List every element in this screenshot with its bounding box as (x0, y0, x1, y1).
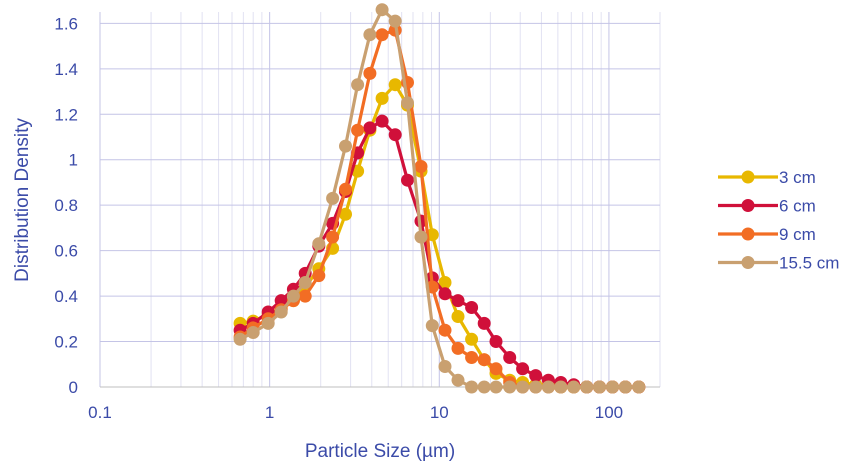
data-point (261, 316, 275, 330)
data-point (465, 301, 479, 314)
legend-label: 6 cm (779, 197, 816, 216)
data-point (606, 380, 619, 394)
series-3 (233, 3, 646, 394)
data-point (554, 380, 568, 394)
data-point (339, 207, 352, 221)
data-point (503, 380, 517, 394)
data-point (593, 380, 606, 394)
legend-item: 6 cm (718, 197, 816, 216)
x-tick-label: 1 (265, 403, 274, 422)
data-point (414, 230, 428, 244)
data-point (451, 294, 465, 308)
data-point (363, 28, 377, 42)
data-point (246, 326, 260, 339)
data-point (477, 380, 491, 394)
legend-marker (741, 227, 755, 241)
data-point (425, 319, 439, 333)
series-layer (233, 3, 646, 394)
data-point (632, 380, 646, 394)
tick-labels: 0 0.2 0.4 0.6 0.8 1 1.2 1.4 1.6 0.1 1 10 100 (54, 14, 623, 422)
y-tick-label: 1.2 (54, 105, 78, 124)
y-tick-label: 1.6 (54, 14, 78, 33)
data-point (388, 14, 402, 28)
y-tick-label: 0.4 (54, 287, 78, 306)
data-point (516, 362, 530, 376)
legend-marker (741, 256, 755, 269)
legend-item: 3 cm (718, 168, 816, 187)
data-point (298, 276, 312, 289)
data-point (438, 360, 452, 373)
data-point (326, 230, 340, 244)
y-axis-title: Distribution Density (12, 118, 33, 282)
data-point (326, 191, 340, 205)
data-point (233, 332, 247, 346)
data-point (363, 121, 377, 135)
data-point (351, 123, 365, 137)
data-point (438, 287, 452, 301)
data-point (286, 289, 300, 303)
data-point (489, 335, 503, 348)
data-point (401, 96, 414, 110)
x-tick-label: 0.1 (88, 403, 112, 422)
x-tick-label: 10 (430, 403, 449, 422)
data-point (465, 332, 479, 346)
data-point (580, 380, 594, 394)
data-point (465, 351, 479, 364)
data-point (375, 114, 389, 128)
data-point (274, 294, 288, 308)
data-point (451, 310, 465, 323)
data-point (477, 353, 491, 367)
legend-marker (741, 199, 755, 212)
data-point (401, 173, 414, 187)
data-point (489, 362, 503, 376)
legend-label: 9 cm (779, 225, 816, 244)
data-point (541, 380, 555, 394)
data-point (274, 305, 288, 319)
data-point (451, 341, 465, 355)
data-point (388, 78, 402, 92)
data-point (339, 182, 352, 196)
y-tick-label: 0 (69, 378, 78, 397)
data-point (414, 160, 428, 173)
data-point (529, 380, 543, 394)
data-point (451, 373, 465, 387)
data-point (312, 237, 326, 251)
data-point (363, 66, 377, 80)
data-point (351, 78, 365, 92)
data-point (298, 289, 312, 303)
y-tick-label: 0.2 (54, 333, 78, 352)
data-point (489, 380, 503, 394)
data-point (388, 128, 402, 142)
data-point (618, 380, 632, 394)
legend: 3 cm 6 cm 9 cm 15.5 cm (718, 168, 839, 273)
data-point (567, 380, 581, 394)
data-point (339, 139, 352, 153)
data-point (438, 323, 452, 337)
data-point (438, 276, 452, 289)
legend-label: 15.5 cm (779, 254, 839, 273)
y-tick-label: 0.6 (54, 242, 78, 261)
data-point (375, 3, 389, 17)
legend-item: 9 cm (718, 225, 816, 244)
data-point (465, 380, 479, 394)
x-tick-label: 100 (595, 403, 623, 422)
data-point (375, 28, 389, 42)
data-point (375, 91, 389, 105)
y-tick-label: 1.4 (54, 60, 78, 79)
data-point (503, 351, 517, 364)
legend-marker (741, 170, 755, 184)
data-point (312, 269, 326, 283)
x-axis-title: Particle Size (µm) (305, 441, 455, 462)
grid (99, 12, 661, 387)
data-point (477, 316, 491, 330)
y-tick-label: 0.8 (54, 196, 78, 215)
data-point (516, 380, 530, 394)
legend-item: 15.5 cm (718, 254, 839, 273)
y-tick-label: 1 (69, 151, 78, 170)
legend-label: 3 cm (779, 168, 816, 187)
data-point (529, 369, 543, 383)
